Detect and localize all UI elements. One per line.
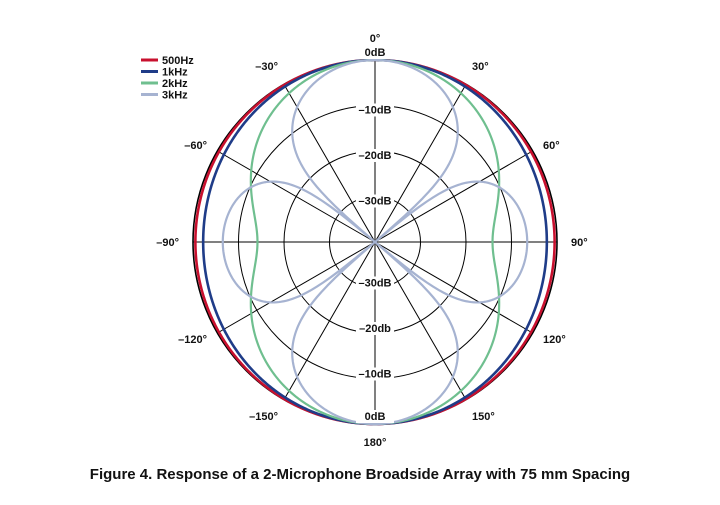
ring-label-bg [356, 194, 394, 208]
angle-label: –150° [249, 411, 278, 423]
ring-label: 0dB [365, 411, 386, 423]
angle-label: 120° [543, 334, 566, 346]
grid-spoke [374, 241, 533, 334]
ring-label-bg [356, 46, 394, 59]
angle-label: –120° [178, 334, 207, 346]
grid-spoke [374, 150, 533, 243]
grid-spoke [283, 84, 376, 243]
angle-label: 30° [472, 61, 489, 73]
legend-label: 2kHz [162, 78, 188, 90]
grid-spoke [217, 241, 376, 334]
ring-label-bg [356, 149, 394, 162]
ring-label: –30dB [358, 278, 391, 290]
angle-label: –60° [184, 140, 207, 152]
ring-label-bg [356, 276, 394, 290]
ring-label-bg [356, 322, 394, 335]
angle-label: 60° [543, 140, 560, 152]
legend-label: 500Hz [162, 55, 194, 67]
polar-chart: 0° 30° 60° 90° 120° 150° 180° –150° –120° –90° –60… [141, 33, 588, 449]
figure-caption: Figure 4. Response of a 2-Microphone Bro… [89, 466, 631, 483]
grid-spoke [217, 150, 376, 243]
angle-label: –90° [156, 237, 179, 249]
series-curve-3kHz [221, 58, 529, 426]
axis-labels: 0° 30° 60° 90° 120° 150° 180° –150° –120° –90° –60… [156, 33, 587, 449]
grid-spoke [374, 84, 467, 243]
angle-label: 180° [364, 437, 387, 449]
ring-label: 0dB [365, 47, 386, 59]
grid-spoke [283, 241, 376, 400]
response-curves [194, 58, 556, 426]
angle-label: 0° [370, 33, 381, 45]
ring-label: –20dB [358, 150, 391, 162]
ring-label: –30dB [358, 196, 391, 208]
ring-label: –10dB [358, 369, 391, 381]
angle-label: 90° [571, 237, 588, 249]
legend-label: 1kHz [162, 67, 188, 79]
ring-label-bg [356, 410, 394, 423]
grid-spoke [374, 241, 467, 400]
ring-label-bg [356, 103, 394, 117]
ring-label: –10dB [358, 105, 391, 117]
ring-label-bg [356, 367, 394, 381]
angle-label: 150° [472, 411, 495, 423]
ring-label: –20db [359, 323, 391, 335]
angle-label: –30° [255, 61, 278, 73]
legend-label: 3kHz [162, 90, 188, 102]
